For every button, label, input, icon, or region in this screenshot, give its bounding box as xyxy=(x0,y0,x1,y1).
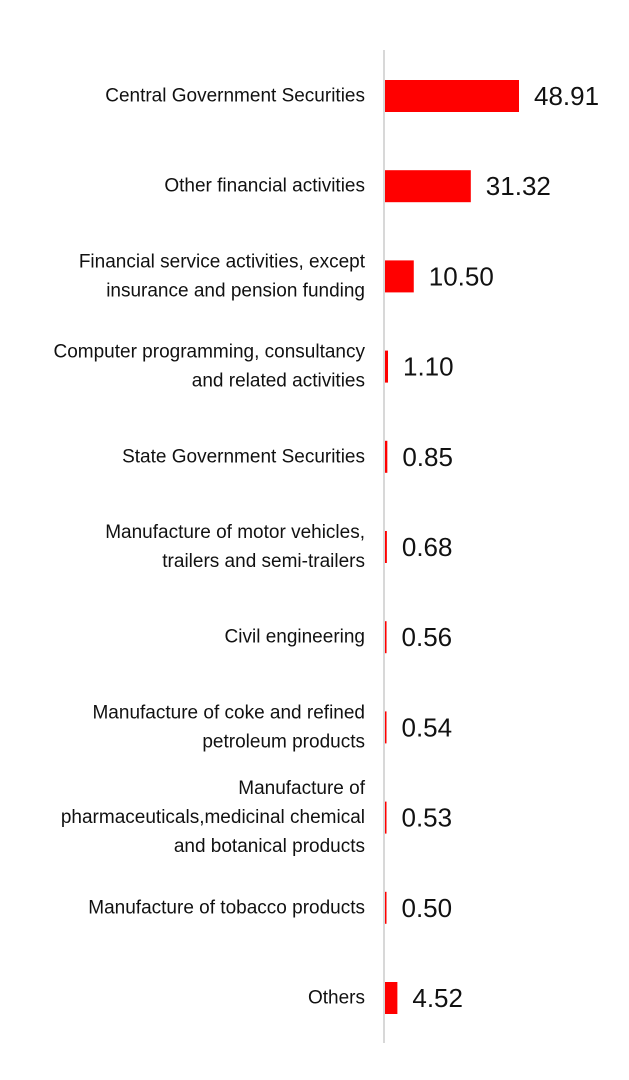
category-label: Manufacture of coke and refined petroleum… xyxy=(92,702,365,752)
category-label-line: Manufacture of motor vehicles, xyxy=(105,522,365,543)
value-label: 48.91 xyxy=(534,81,599,111)
category-label-line: trailers and semi-trailers xyxy=(162,551,365,572)
category-label-line: Financial service activities, except xyxy=(79,251,366,272)
category-label: Others xyxy=(308,988,365,1009)
bar xyxy=(385,260,414,293)
value-label: 0.54 xyxy=(402,712,453,742)
value-label: 0.56 xyxy=(402,622,453,652)
category-label: Manufacture of tobacco products xyxy=(88,897,365,918)
category-label-line: Civil engineering xyxy=(225,627,365,648)
category-label-line: Manufacture of tobacco products xyxy=(88,897,365,918)
category-label: Financial service activities, except insu… xyxy=(79,251,366,301)
value-label: 4.52 xyxy=(412,983,463,1013)
value-label: 0.50 xyxy=(402,893,453,923)
category-label: Central Government Securities xyxy=(105,86,365,107)
value-label: 1.10 xyxy=(403,352,454,382)
bar xyxy=(385,891,387,924)
bar xyxy=(385,531,387,563)
category-label: Other financial activities xyxy=(164,176,365,197)
category-label-line: petroleum products xyxy=(202,731,365,752)
bar xyxy=(385,621,387,654)
bar xyxy=(385,711,387,744)
value-label: 10.50 xyxy=(429,261,494,291)
category-label-line: and related activities xyxy=(192,371,365,392)
value-labels-group: 48.91 31.32 10.50 1.10 0.85 0.68 0.56 0.54 0.53 0… xyxy=(402,81,600,1013)
value-label: 0.85 xyxy=(402,442,453,472)
value-label: 31.32 xyxy=(486,171,551,201)
value-label: 0.53 xyxy=(402,803,453,833)
bar xyxy=(385,982,398,1014)
category-label-line: Others xyxy=(308,988,365,1009)
category-label-line: Computer programming, consultancy xyxy=(53,342,365,363)
category-label-line: Other financial activities xyxy=(164,176,365,197)
category-label: Civil engineering xyxy=(225,627,365,648)
category-labels-group: Central Government Securities Other finan… xyxy=(53,86,365,1009)
category-label: Manufacture of pharmaceuticals,medicinal … xyxy=(61,778,366,857)
bar xyxy=(385,440,388,473)
category-label: Computer programming, consultancy and rel… xyxy=(53,342,365,392)
bar xyxy=(385,80,519,112)
category-label-line: Manufacture of coke and refined xyxy=(92,702,365,723)
bar xyxy=(385,801,387,834)
bars-group xyxy=(385,80,519,1014)
value-label: 0.68 xyxy=(402,532,453,562)
category-label-line: Central Government Securities xyxy=(105,86,365,107)
category-label-line: Manufacture of xyxy=(238,778,365,799)
category-label: Manufacture of motor vehicles, trailers a… xyxy=(105,522,365,572)
bar xyxy=(385,170,471,203)
category-label-line: insurance and pension funding xyxy=(106,280,365,301)
category-label-line: State Government Securities xyxy=(122,446,365,467)
bar xyxy=(385,350,389,383)
category-label: State Government Securities xyxy=(122,446,365,467)
category-label-line: pharmaceuticals,medicinal chemical xyxy=(61,807,365,828)
category-label-line: and botanical products xyxy=(174,836,365,857)
